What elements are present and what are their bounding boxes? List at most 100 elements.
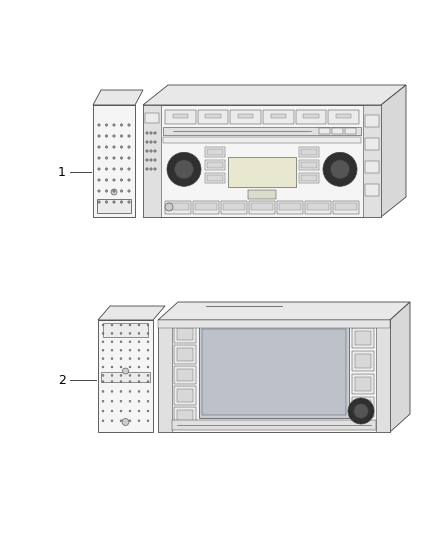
- Circle shape: [111, 349, 113, 351]
- Bar: [174, 325, 196, 343]
- Circle shape: [120, 390, 122, 392]
- Bar: [198, 110, 228, 124]
- Text: 2: 2: [58, 374, 66, 386]
- Circle shape: [129, 366, 131, 368]
- Circle shape: [129, 420, 131, 422]
- Circle shape: [129, 410, 131, 412]
- Circle shape: [102, 358, 104, 360]
- Circle shape: [165, 203, 173, 211]
- Bar: [223, 203, 245, 210]
- Circle shape: [111, 189, 117, 195]
- Circle shape: [102, 410, 104, 412]
- Circle shape: [120, 190, 123, 192]
- Circle shape: [147, 366, 149, 368]
- Circle shape: [102, 349, 104, 351]
- Circle shape: [146, 141, 148, 143]
- Bar: [345, 128, 356, 134]
- Circle shape: [154, 150, 156, 152]
- Bar: [207, 162, 223, 168]
- Circle shape: [113, 168, 115, 170]
- Bar: [98, 320, 153, 432]
- Circle shape: [120, 324, 122, 326]
- Circle shape: [102, 366, 104, 368]
- Polygon shape: [93, 90, 143, 105]
- Bar: [173, 114, 188, 118]
- Bar: [174, 407, 196, 425]
- Bar: [355, 354, 371, 368]
- Bar: [355, 400, 371, 414]
- Circle shape: [323, 152, 357, 187]
- Circle shape: [167, 152, 201, 187]
- Bar: [299, 147, 319, 157]
- Circle shape: [147, 324, 149, 326]
- Circle shape: [111, 410, 113, 412]
- Bar: [93, 105, 135, 217]
- Bar: [101, 372, 150, 382]
- Circle shape: [138, 341, 140, 343]
- Polygon shape: [158, 302, 410, 320]
- Circle shape: [147, 381, 149, 383]
- Circle shape: [138, 333, 140, 334]
- Circle shape: [105, 135, 108, 137]
- Circle shape: [150, 132, 152, 134]
- Circle shape: [120, 168, 123, 170]
- Circle shape: [120, 420, 122, 422]
- Bar: [177, 369, 193, 381]
- Circle shape: [113, 201, 115, 203]
- Circle shape: [111, 381, 113, 383]
- Bar: [296, 110, 326, 124]
- Bar: [177, 409, 193, 422]
- Bar: [163, 127, 361, 135]
- Bar: [193, 201, 219, 214]
- Circle shape: [129, 381, 131, 383]
- Bar: [163, 137, 361, 143]
- Bar: [172, 420, 376, 430]
- Bar: [355, 331, 371, 345]
- Bar: [271, 114, 286, 118]
- Bar: [365, 184, 379, 196]
- Circle shape: [98, 168, 100, 170]
- Circle shape: [128, 124, 130, 126]
- Polygon shape: [381, 85, 406, 217]
- Circle shape: [129, 333, 131, 334]
- Bar: [202, 329, 346, 415]
- Circle shape: [138, 420, 140, 422]
- Bar: [301, 149, 317, 155]
- Bar: [376, 320, 390, 432]
- Circle shape: [147, 341, 149, 343]
- Polygon shape: [98, 306, 165, 320]
- Text: 1: 1: [58, 166, 66, 179]
- Circle shape: [128, 201, 130, 203]
- Circle shape: [150, 141, 152, 143]
- Circle shape: [147, 374, 149, 376]
- Bar: [352, 351, 374, 371]
- Circle shape: [348, 398, 374, 424]
- Bar: [221, 201, 247, 214]
- Circle shape: [147, 333, 149, 334]
- Circle shape: [102, 341, 104, 343]
- Circle shape: [128, 135, 130, 137]
- Circle shape: [113, 157, 115, 159]
- Bar: [365, 161, 379, 173]
- Bar: [238, 114, 253, 118]
- Circle shape: [128, 179, 130, 181]
- Circle shape: [123, 368, 128, 374]
- Circle shape: [111, 324, 113, 326]
- Circle shape: [113, 124, 115, 126]
- Bar: [158, 320, 390, 432]
- Bar: [177, 389, 193, 401]
- Circle shape: [120, 124, 123, 126]
- Bar: [205, 147, 225, 157]
- Bar: [145, 113, 159, 123]
- Bar: [304, 114, 319, 118]
- Bar: [251, 203, 273, 210]
- Bar: [248, 190, 276, 199]
- Circle shape: [111, 374, 113, 376]
- Bar: [355, 377, 371, 391]
- Circle shape: [98, 157, 100, 159]
- Circle shape: [138, 374, 140, 376]
- Circle shape: [113, 135, 115, 137]
- Bar: [174, 366, 196, 384]
- Bar: [307, 203, 329, 210]
- Circle shape: [120, 333, 122, 334]
